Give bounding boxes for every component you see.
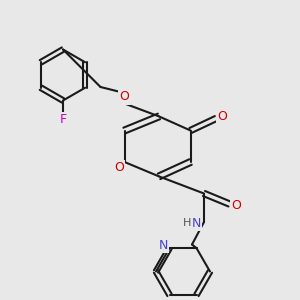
Text: O: O [114,161,124,174]
Text: O: O [120,90,129,104]
Text: N: N [159,239,168,252]
Text: O: O [231,199,241,212]
Text: F: F [59,113,67,126]
Text: O: O [218,110,227,124]
Text: N: N [192,217,201,230]
Text: H: H [183,218,191,229]
